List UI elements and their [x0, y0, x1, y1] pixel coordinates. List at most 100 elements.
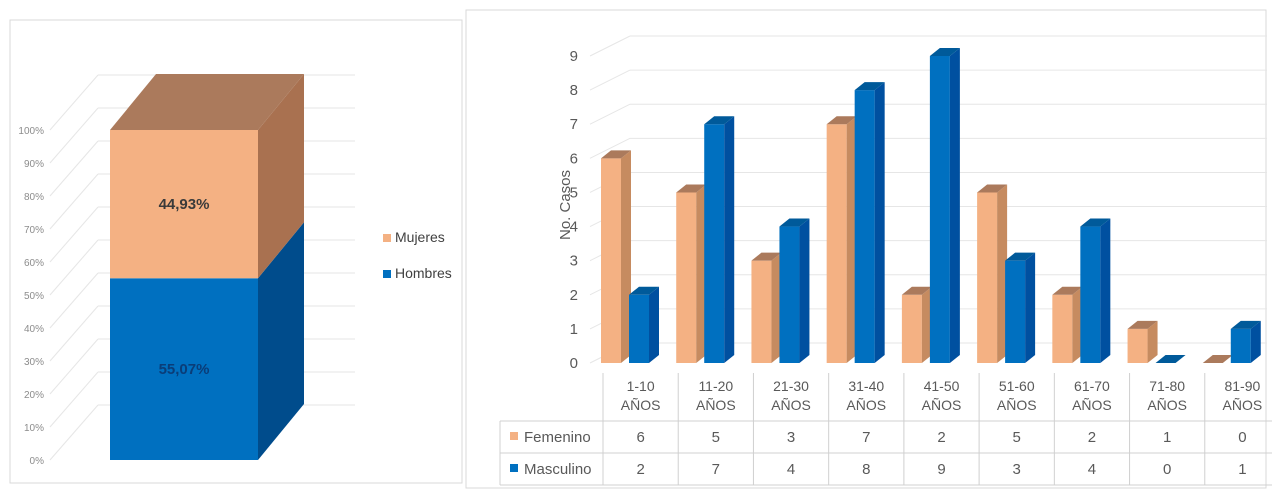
right-grid-diagonal	[589, 103, 631, 125]
bar-top-femenino	[751, 252, 782, 261]
left-grid-diagonal	[49, 338, 99, 395]
bar-top-masculino	[629, 286, 659, 295]
y-axis-title: No. Casos	[557, 170, 574, 240]
legend-entry-femenino: Femenino	[524, 429, 591, 446]
right-y-tick-label: 8	[570, 82, 578, 99]
bar-top-masculino	[779, 218, 810, 227]
bar-femenino	[676, 192, 697, 363]
x-category-label: AÑOS	[1223, 397, 1263, 413]
left-chart-data-labels: 55,07% 44,93%	[159, 196, 210, 378]
data-label-mujeres: 44,93%	[159, 196, 210, 213]
right-y-tick-label: 0	[570, 355, 578, 372]
table-cell-femenino: 6	[636, 429, 644, 446]
bar-side-femenino	[621, 150, 631, 363]
left-chart-y-axis: 0% 10% 20% 30% 40% 50% 60% 70% 80% 90% 100%	[18, 126, 44, 467]
right-y-tick-label: 3	[570, 253, 578, 270]
bar-masculino	[629, 294, 649, 363]
x-category-label: 71-80	[1149, 378, 1185, 394]
right-y-tick-label: 5	[570, 184, 578, 201]
table-cell-femenino: 1	[1163, 429, 1171, 446]
bar-femenino	[1052, 294, 1073, 363]
bar-femenino	[977, 192, 998, 363]
table-cell-masculino: 4	[1088, 461, 1096, 478]
x-category-label: AÑOS	[621, 397, 661, 413]
left-y-tick-label: 80%	[24, 192, 44, 203]
bar-top-femenino	[676, 184, 707, 193]
table-cell-femenino: 0	[1238, 429, 1246, 446]
left-y-tick-label: 10%	[24, 423, 44, 434]
left-bar-side-hombres	[258, 222, 304, 460]
x-category-label: AÑOS	[997, 397, 1037, 413]
bar-top-femenino	[1202, 355, 1233, 363]
bar-masculino	[929, 56, 950, 363]
left-bar-segment-mujeres	[110, 130, 258, 279]
bar-top-femenino	[901, 286, 932, 295]
table-cell-femenino: 5	[712, 429, 720, 446]
table-cell-femenino: 7	[862, 429, 870, 446]
bar-top-masculino	[1005, 252, 1036, 261]
x-category-label: AÑOS	[696, 397, 736, 413]
bar-side-femenino	[1072, 286, 1083, 363]
right-grid-diagonal	[589, 69, 631, 91]
left-bar-side-mujeres	[258, 74, 304, 279]
right-grid-diagonal	[589, 35, 631, 57]
bar-side-masculino	[949, 48, 960, 363]
bar-top-masculino	[1230, 320, 1261, 329]
x-category-label: 21-30	[773, 378, 809, 394]
legend-entry-masculino: Masculino	[524, 461, 592, 478]
bar-side-masculino	[799, 218, 810, 363]
right-y-tick-label: 7	[570, 116, 578, 133]
left-chart-stacked-bar	[110, 74, 304, 460]
x-category-label: AÑOS	[846, 397, 886, 413]
bar-femenino	[1127, 328, 1148, 363]
bar-masculino	[854, 90, 875, 363]
left-grid-diagonal	[49, 173, 99, 230]
bar-femenino	[826, 124, 847, 363]
x-category-label: AÑOS	[1072, 397, 1112, 413]
bar-top-femenino	[1127, 320, 1158, 329]
bar-masculino	[779, 226, 800, 363]
table-cell-masculino: 0	[1163, 461, 1171, 478]
left-y-tick-label: 30%	[24, 357, 44, 368]
bar-side-masculino	[1100, 218, 1111, 363]
bar-femenino	[901, 294, 922, 363]
legend-swatch-mujeres	[383, 234, 391, 242]
left-chart-legend: Mujeres Hombres	[383, 229, 452, 281]
bar-masculino	[1080, 226, 1101, 363]
left-grid-diagonal	[49, 140, 99, 197]
x-category-label: AÑOS	[1147, 397, 1187, 413]
bar-masculino	[704, 124, 725, 363]
left-grid-diagonal	[49, 305, 99, 362]
bar-top-masculino	[1155, 355, 1186, 363]
table-cell-masculino: 7	[712, 461, 720, 478]
data-table: 1-10 AÑOS 11-20 AÑOS 21-30 AÑOS 31-40 AÑOS 41-50…	[499, 373, 1272, 486]
x-category-label: 1-10	[627, 378, 655, 394]
right-chart-y-axis: 0 1 2 3 4 5 6 7 8 9	[570, 48, 578, 372]
legend-entry-mujeres: Mujeres	[395, 229, 445, 245]
x-category-label: 61-70	[1074, 378, 1110, 394]
table-cell-masculino: 2	[636, 461, 644, 478]
bar-top-masculino	[854, 82, 885, 91]
left-y-tick-label: 40%	[24, 324, 44, 335]
bar-side-masculino	[1250, 320, 1261, 363]
table-cell-masculino: 9	[937, 461, 945, 478]
bar-masculino	[1230, 328, 1251, 363]
bar-top-masculino	[929, 48, 960, 56]
bar-femenino	[601, 158, 621, 363]
bar-side-masculino	[1025, 252, 1036, 363]
right-chart-bars	[601, 48, 1261, 363]
x-category-label: 31-40	[848, 378, 884, 394]
right-y-tick-label: 6	[570, 150, 578, 167]
bar-side-femenino	[921, 286, 932, 363]
x-category-label: 11-20	[698, 378, 733, 394]
legend-swatch-hombres	[383, 270, 391, 278]
x-category-label: 41-50	[924, 378, 960, 394]
table-cell-masculino: 4	[787, 461, 795, 478]
bar-side-femenino	[696, 184, 707, 363]
bar-femenino	[751, 260, 772, 363]
legend-swatch-femenino	[510, 432, 518, 440]
right-y-tick-label: 2	[570, 287, 578, 304]
bar-top-masculino	[1080, 218, 1111, 227]
left-y-tick-label: 70%	[24, 225, 44, 236]
